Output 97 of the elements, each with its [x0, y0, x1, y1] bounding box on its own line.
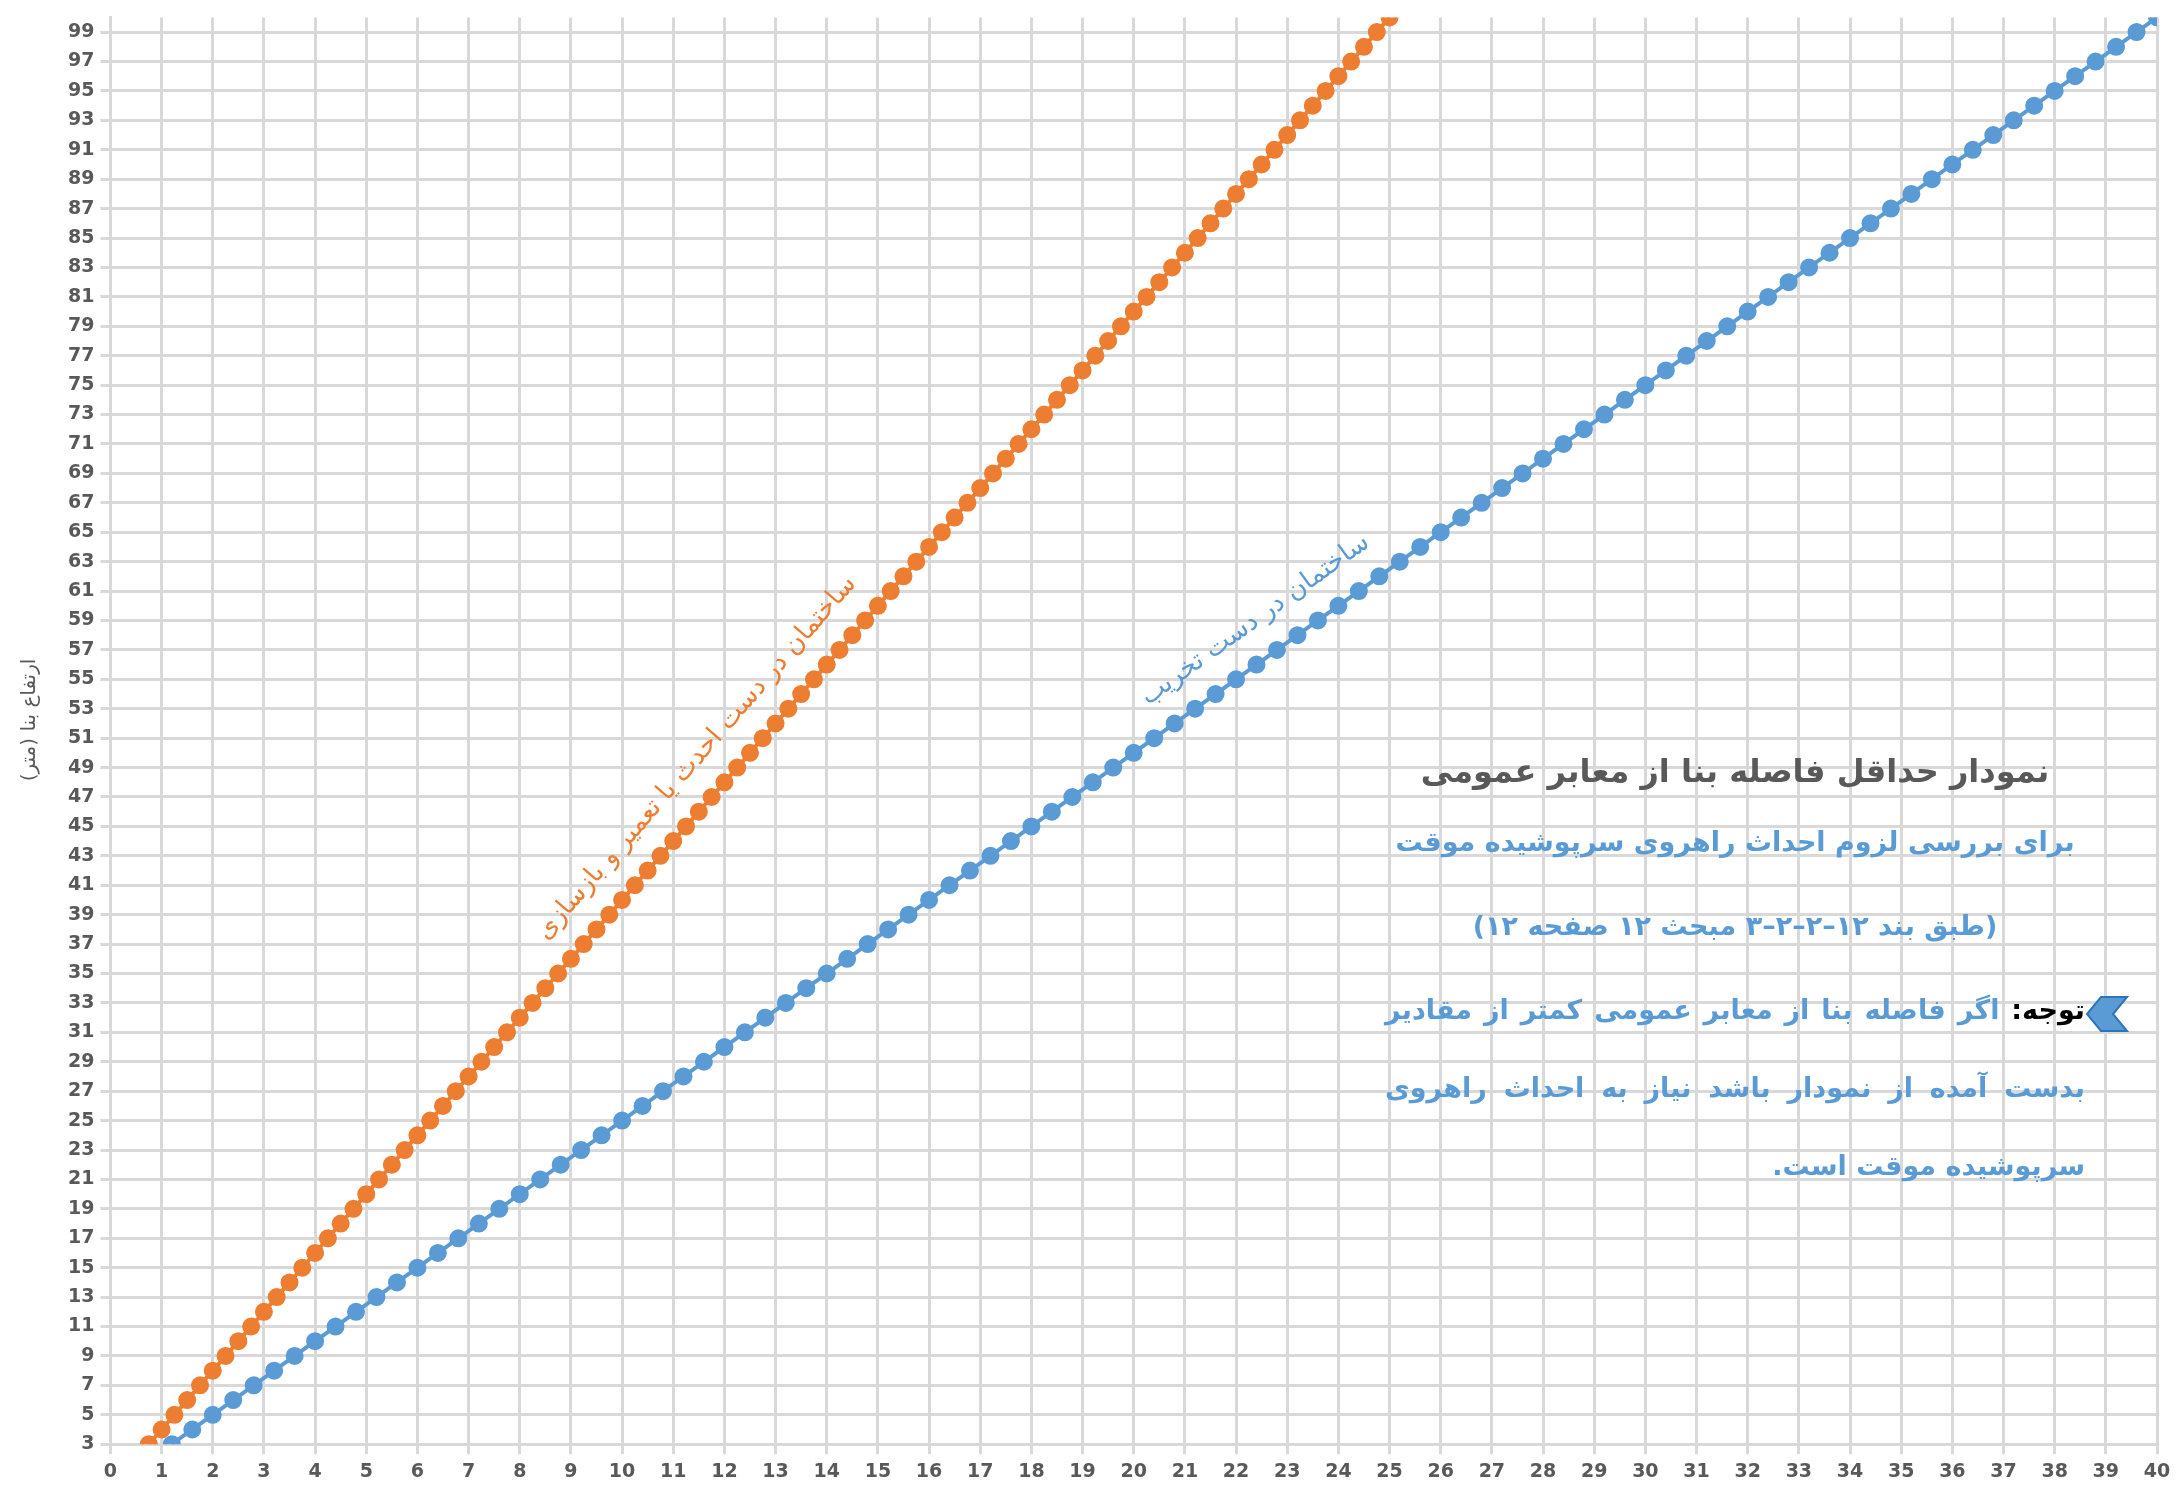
x-tick-label: 0 — [103, 1458, 118, 1481]
x-tick-label: 7 — [461, 1458, 476, 1481]
x-tick-label: 34 — [1836, 1458, 1864, 1481]
x-tick-label: 18 — [1018, 1458, 1045, 1481]
x-tick-label: 4 — [308, 1458, 322, 1481]
y-tick-label: 5 — [81, 1401, 95, 1424]
text: ساختمان در دست تخریب — [1133, 525, 1375, 712]
y-tick-label: 53 — [67, 695, 95, 718]
x-tick-label: 21 — [1171, 1458, 1199, 1481]
y-tick-label: 33 — [67, 989, 95, 1012]
x-tick-label: 3 — [257, 1458, 271, 1481]
y-tick-label: 23 — [67, 1136, 95, 1159]
y-tick-label: 35 — [67, 960, 95, 983]
x-tick-label: 17 — [967, 1458, 994, 1481]
y-tick-label: 11 — [67, 1313, 95, 1336]
y-tick-label: 47 — [67, 783, 95, 806]
x-tick-label: 13 — [762, 1458, 789, 1481]
y-tick-label: 17 — [67, 1225, 95, 1248]
x-tick-label: 30 — [1632, 1458, 1659, 1481]
x-tick-label: 12 — [711, 1458, 738, 1481]
y-tick-label: 13 — [67, 1284, 95, 1307]
y-tick-label: 41 — [67, 872, 95, 895]
y-tick-label: 29 — [67, 1048, 95, 1071]
y-tick-label: 81 — [67, 283, 95, 306]
y-tick-label: 73 — [67, 401, 95, 424]
text: برای بررسی لزوم احداث راهروی سرپوشیده موقت — [1394, 826, 2076, 857]
y-tick-label: 45 — [67, 813, 95, 836]
y-tick-label: 83 — [67, 254, 95, 277]
x-tick-label: 33 — [1785, 1458, 1813, 1481]
y-tick-label: 15 — [67, 1254, 95, 1277]
y-tick-label: 37 — [67, 931, 95, 954]
y-tick-label: 31 — [67, 1019, 95, 1042]
x-tick-label: 23 — [1273, 1458, 1301, 1481]
y-tick-label: 99 — [67, 19, 95, 42]
y-tick-label: 51 — [67, 725, 95, 748]
x-tick-label: 8 — [513, 1458, 527, 1481]
x-tick-label: 31 — [1683, 1458, 1710, 1481]
y-tick-label: 57 — [67, 636, 95, 659]
y-tick-label: 89 — [67, 166, 95, 189]
x-tick-label: 38 — [2041, 1458, 2068, 1481]
text: ساختمان در دست احدث یا تعمیر و بازسازی — [528, 568, 862, 946]
y-tick-label: 91 — [67, 136, 95, 159]
text: توجه: اگر فاصله بنا از معابر عمومی کمتر از مقادیر بدست آمده از نمودار باشد نیاز به احداث راهروی سرپوشیده موقت است. — [1385, 994, 2085, 1181]
x-tick-label: 20 — [1120, 1458, 1147, 1481]
y-tick-label: 25 — [67, 1107, 95, 1130]
y-tick-label: 63 — [67, 548, 95, 571]
x-tick-label: 10 — [608, 1458, 636, 1481]
annotation: (طبق بند ۱۲–۲–۲–۳ مبحث ۱۲ صفحه ۱۲) — [1471, 909, 1999, 944]
x-tick-label: 32 — [1734, 1458, 1761, 1481]
x-tick-label: 19 — [1069, 1458, 1096, 1481]
y-tick-label: 87 — [67, 195, 95, 218]
y-tick-label: 19 — [67, 1195, 95, 1218]
x-tick-label: 25 — [1376, 1458, 1403, 1481]
y-tick-label: 65 — [67, 519, 95, 542]
x-tick-label: 2 — [206, 1458, 220, 1481]
x-tick-label: 40 — [2143, 1458, 2171, 1481]
y-tick-label: 43 — [67, 842, 95, 865]
x-tick-label: 28 — [1529, 1458, 1557, 1481]
y-tick-label: 3 — [81, 1431, 95, 1454]
y-tick-label: 55 — [67, 666, 95, 689]
y-tick-label: 49 — [67, 754, 95, 777]
x-tick-label: 6 — [410, 1458, 425, 1481]
x-tick-label: 22 — [1222, 1458, 1250, 1481]
x-tick-label: 39 — [2092, 1458, 2120, 1481]
x-tick-label: 1 — [154, 1458, 169, 1481]
y-tick-label: 7 — [81, 1372, 95, 1395]
x-tick-label: 29 — [1580, 1458, 1608, 1481]
text: نمودار حداقل فاصله بنا از معابر عمومی — [1419, 752, 2051, 790]
y-tick-label: 93 — [67, 107, 95, 130]
y-tick-label: 71 — [67, 430, 95, 453]
x-tick-label: 24 — [1325, 1458, 1352, 1481]
x-tick-label: 27 — [1478, 1458, 1506, 1481]
x-tick-label: 26 — [1427, 1458, 1454, 1481]
x-tick-label: 15 — [864, 1458, 892, 1481]
y-tick-label: 75 — [67, 372, 95, 395]
y-tick-label: 59 — [67, 607, 95, 630]
y-tick-label: 77 — [67, 342, 95, 365]
x-tick-label: 16 — [915, 1458, 943, 1481]
x-tick-label: 9 — [564, 1458, 578, 1481]
y-tick-label: 21 — [67, 1166, 95, 1189]
y-tick-label: 69 — [67, 460, 95, 483]
x-tick-label: 5 — [359, 1458, 373, 1481]
x-tick-label: 11 — [660, 1458, 687, 1481]
y-tick-label: 97 — [67, 48, 95, 71]
x-tick-label: 35 — [1887, 1458, 1915, 1481]
y-tick-label: 95 — [67, 77, 95, 100]
y-tick-label: 67 — [67, 489, 95, 512]
x-tick-label: 36 — [1939, 1458, 1966, 1481]
x-tick-label: 14 — [813, 1458, 840, 1481]
y-tick-label: 9 — [81, 1342, 95, 1365]
y-tick-label: 39 — [67, 901, 95, 924]
y-axis-title: ارتفاع بنا (متر) — [16, 658, 40, 782]
x-tick-label: 37 — [1990, 1458, 2017, 1481]
y-tick-label: 27 — [67, 1078, 95, 1101]
y-tick-label: 79 — [67, 313, 95, 336]
y-tick-label: 85 — [67, 224, 95, 247]
y-tick-label: 61 — [67, 578, 95, 600]
